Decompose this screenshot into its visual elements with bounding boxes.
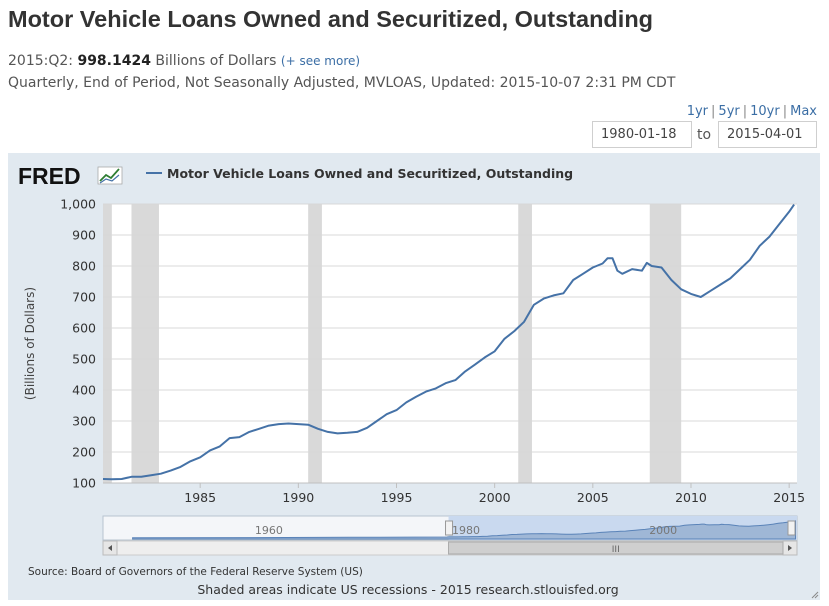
y-tick-label: 500 — [72, 352, 96, 367]
range-5yr-link[interactable]: 5yr — [718, 104, 740, 119]
fred-logo: FRED — [18, 163, 123, 189]
plot-area: 100 200 300 400 500 600 700 800 900 1,000 1985 1990… — [60, 197, 805, 506]
scroll-right-arrow-icon — [788, 545, 792, 551]
y-tick-label: 800 — [72, 259, 96, 274]
range-10yr-link[interactable]: 10yr — [750, 104, 780, 119]
x-tick-label: 2005 — [577, 490, 609, 505]
series-details: Quarterly, End of Period, Not Seasonally… — [8, 75, 676, 91]
chart-panel: FRED Motor Vehicle Loans Owned and Secur… — [8, 153, 820, 600]
legend-label: Motor Vehicle Loans Owned and Securitize… — [167, 166, 573, 181]
x-tick-label: 1995 — [381, 490, 413, 505]
navigator[interactable]: 1960 1980 2000 III — [102, 515, 798, 556]
x-tick-label: 1990 — [282, 490, 314, 505]
y-tick-label: 200 — [72, 445, 96, 460]
latest-period: 2015:Q2: — [8, 53, 73, 69]
navigator-series — [132, 520, 796, 540]
page-title: Motor Vehicle Loans Owned and Securitize… — [8, 6, 654, 32]
units-label: Billions of Dollars — [155, 53, 277, 69]
plot-background — [103, 204, 797, 483]
y-tick-label: 100 — [72, 476, 96, 491]
navigator-handle[interactable] — [787, 520, 796, 536]
y-tick-label: 900 — [72, 228, 96, 243]
resize-handle-icon[interactable] — [811, 591, 819, 599]
start-date-input[interactable]: 1980-01-18 — [592, 121, 692, 148]
y-tick-label: 600 — [72, 321, 96, 336]
series-line — [102, 204, 795, 481]
recession-band — [308, 204, 322, 483]
x-tick-label: 2015 — [773, 490, 805, 505]
x-tick-label: 2010 — [675, 490, 707, 505]
x-tick-label: 2000 — [479, 490, 511, 505]
y-tick-label: 700 — [72, 290, 96, 305]
navigator-year-label: 2000 — [649, 524, 677, 537]
y-axis-label: (Billions of Dollars) — [23, 287, 37, 400]
chart-svg: FRED Motor Vehicle Loans Owned and Secur… — [18, 163, 819, 599]
navigator-year-label: 1960 — [255, 524, 283, 537]
latest-observation: 2015:Q2: 998.1424 Billions of Dollars (+… — [8, 53, 360, 69]
y-tick-label: 400 — [72, 383, 96, 398]
y-tick-label: 1,000 — [60, 197, 96, 212]
see-more-link[interactable]: (+ see more) — [280, 54, 361, 68]
source-note: Source: Board of Governors of the Federa… — [28, 566, 363, 578]
navigator-handle[interactable] — [445, 520, 454, 536]
end-date-input[interactable]: 2015-04-01 — [718, 121, 817, 148]
range-1yr-link[interactable]: 1yr — [686, 104, 709, 119]
fred-logo-chart-icon — [97, 166, 123, 185]
recession-band — [103, 204, 112, 483]
scrollbar-thumb[interactable] — [448, 541, 784, 555]
to-label: to — [697, 127, 712, 143]
latest-value: 998.1424 — [77, 53, 151, 69]
y-tick-label: 300 — [72, 414, 96, 429]
recession-band — [518, 204, 532, 483]
x-tick-label: 1985 — [184, 490, 216, 505]
recession-band — [131, 204, 159, 483]
scroll-left-arrow-icon — [108, 545, 112, 551]
scrollbar-grip: III — [612, 545, 620, 555]
range-max-link[interactable]: Max — [790, 104, 817, 119]
recession-band — [649, 204, 682, 483]
navigator-year-label: 1980 — [452, 524, 480, 537]
fred-logo-text: FRED — [18, 163, 81, 189]
recession-note: Shaded areas indicate US recessions - 20… — [197, 582, 618, 597]
range-selector: 1yr | 5yr | 10yr | Max — [686, 104, 817, 119]
